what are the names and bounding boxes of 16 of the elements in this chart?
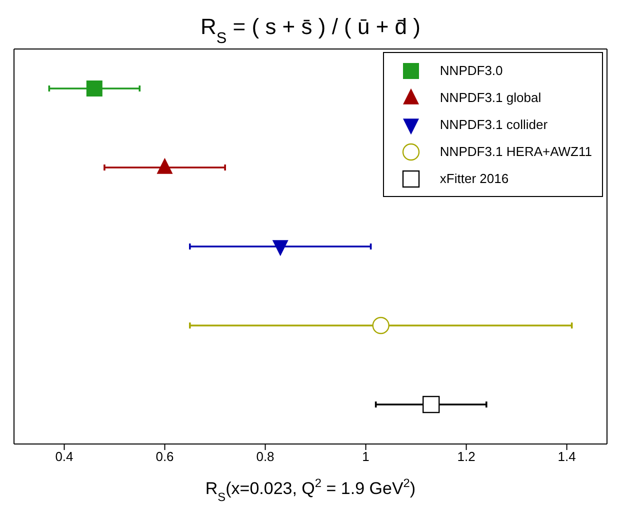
x-tick-label: 0.6 xyxy=(156,449,174,464)
x-tick-label: 1.4 xyxy=(558,449,576,464)
point xyxy=(86,80,102,96)
point xyxy=(372,316,390,334)
x-tick-label: 0.4 xyxy=(55,449,74,464)
point xyxy=(422,396,440,414)
legend-label: NNPDF3.1 global xyxy=(440,90,542,105)
x-tick-label: 0.8 xyxy=(256,449,274,464)
x-tick-label: 1 xyxy=(362,449,370,464)
legend-label: NNPDF3.1 HERA+AWZ11 xyxy=(440,144,592,159)
chart-title: R$_{S}$ = ( s + s̄ ) / ( ū + d̄ ) xyxy=(200,14,420,46)
legend-label: xFitter 2016 xyxy=(440,171,509,186)
x-axis-title: R$_{S}$(x=0.023, Q$^{2}$ = 1.9 GeV$^{2}$) xyxy=(205,476,416,504)
legend-label: NNPDF3.1 collider xyxy=(440,117,548,132)
x-tick-label: 1.2 xyxy=(457,449,476,464)
legend-label: NNPDF3.0 xyxy=(440,63,503,78)
